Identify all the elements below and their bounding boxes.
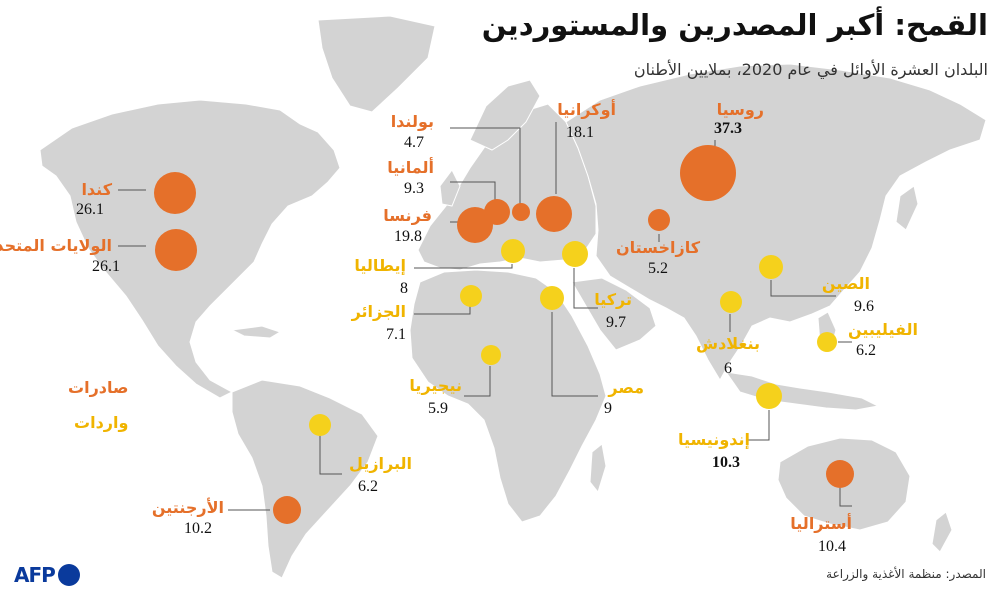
bubble-canada <box>154 172 196 214</box>
value-argentina: 10.2 <box>184 520 212 537</box>
africa-shape <box>409 269 607 523</box>
value-france: 19.8 <box>394 228 422 245</box>
leader-egypt <box>551 312 598 397</box>
leader-poland <box>450 127 521 204</box>
caribbean-shape <box>230 325 282 339</box>
source-note: المصدر: منظمة الأغذية والزراعة <box>826 567 986 581</box>
value-algeria: 7.1 <box>386 326 406 343</box>
japan-shape <box>895 185 919 231</box>
value-russia: 37.3 <box>714 120 742 137</box>
label-canada: كندا <box>81 180 112 199</box>
value-brazil: 6.2 <box>358 478 378 495</box>
leader-australia <box>839 488 852 507</box>
label-philippines: الفيليبين <box>847 320 918 339</box>
leader-germany <box>450 181 496 200</box>
bubble-indonesia <box>756 383 782 409</box>
value-indonesia: 10.3 <box>712 454 740 471</box>
leader-nigeria <box>464 366 491 397</box>
bubble-bangladesh <box>720 291 742 313</box>
label-indonesia: إندونيسيا <box>677 430 750 449</box>
asia-shape <box>565 63 987 381</box>
label-poland: بولندا <box>390 112 434 131</box>
label-kazakhstan: كازاخستان <box>615 238 700 257</box>
value-turkey: 9.7 <box>606 314 626 331</box>
label-russia: روسيا <box>716 100 764 119</box>
uk-shape <box>439 169 461 207</box>
label-algeria: الجزائر <box>351 302 406 321</box>
bubble-egypt <box>540 286 564 310</box>
scandinavia-shape <box>469 79 541 151</box>
land-masses <box>39 15 987 579</box>
bubble-france <box>457 207 493 243</box>
bubbles <box>154 145 854 524</box>
bubble-australia <box>826 460 854 488</box>
bubble-italy <box>501 239 525 263</box>
afp-logo: AFP <box>14 563 80 587</box>
label-brazil: البرازيل <box>349 454 412 473</box>
afp-logo-dot <box>57 564 80 586</box>
value-kazakhstan: 5.2 <box>648 260 668 277</box>
label-china: الصين <box>821 274 870 293</box>
value-philippines: 6.2 <box>856 342 876 359</box>
map-title: القمح: أكبر المصدرين والمستوردين <box>481 8 988 42</box>
leader-algeria <box>414 306 471 315</box>
bubble-china <box>759 255 783 279</box>
map-subtitle: البلدان العشرة الأوائل في عام 2020، بملا… <box>633 60 988 79</box>
bubble-russia <box>680 145 736 201</box>
leader-brazil <box>319 436 342 475</box>
bubble-philippines <box>817 332 837 352</box>
bubble-brazil <box>309 414 331 436</box>
legend-exports: صادرات <box>68 378 129 397</box>
new-zealand-shape <box>931 511 953 553</box>
value-nigeria: 5.9 <box>428 400 448 417</box>
label-italy: إيطاليا <box>354 256 406 275</box>
label-egypt: مصر <box>608 378 644 397</box>
bubble-poland <box>512 203 530 221</box>
arabia-shape <box>571 277 657 351</box>
value-egypt: 9 <box>604 400 612 417</box>
label-nigeria: نيجيريا <box>409 376 462 395</box>
value-bangladesh: 6 <box>724 360 732 377</box>
value-italy: 8 <box>400 280 408 297</box>
label-argentina: الأرجنتين <box>151 498 224 517</box>
leader-turkey <box>573 268 598 309</box>
value-australia: 10.4 <box>818 538 846 555</box>
bubble-turkey <box>562 241 588 267</box>
value-germany: 9.3 <box>404 180 424 197</box>
label-turkey: تركيا <box>594 290 632 309</box>
madagascar-shape <box>589 443 607 494</box>
afp-logo-text: AFP <box>14 563 56 587</box>
value-ukraine: 18.1 <box>566 124 594 141</box>
label-usa: الولايات المتحدة <box>0 236 112 255</box>
leader-italy <box>414 264 513 269</box>
bubble-kazakhstan <box>648 209 670 231</box>
value-usa: 26.1 <box>92 258 120 275</box>
label-ukraine: أوكرانيا <box>557 100 616 119</box>
bubble-usa <box>155 229 197 271</box>
greenland-shape <box>317 15 436 113</box>
legend-imports: واردات <box>74 413 129 432</box>
bubble-ukraine <box>536 196 572 232</box>
south-america-shape <box>231 379 379 579</box>
bubble-argentina <box>273 496 301 524</box>
label-bangladesh: بنغلادش <box>695 334 760 353</box>
value-china: 9.6 <box>854 298 874 315</box>
label-australia: أستراليا <box>790 514 852 533</box>
leader-lines <box>118 122 852 511</box>
value-poland: 4.7 <box>404 134 424 151</box>
bubble-algeria <box>460 285 482 307</box>
label-france: فرنسا <box>383 206 432 225</box>
label-germany: ألمانيا <box>387 158 434 177</box>
value-canada: 26.1 <box>76 201 104 218</box>
leader-china <box>770 280 836 297</box>
leader-indonesia <box>746 410 770 441</box>
bubble-nigeria <box>481 345 501 365</box>
bubble-germany <box>484 199 510 225</box>
indonesia-shape <box>724 371 880 411</box>
